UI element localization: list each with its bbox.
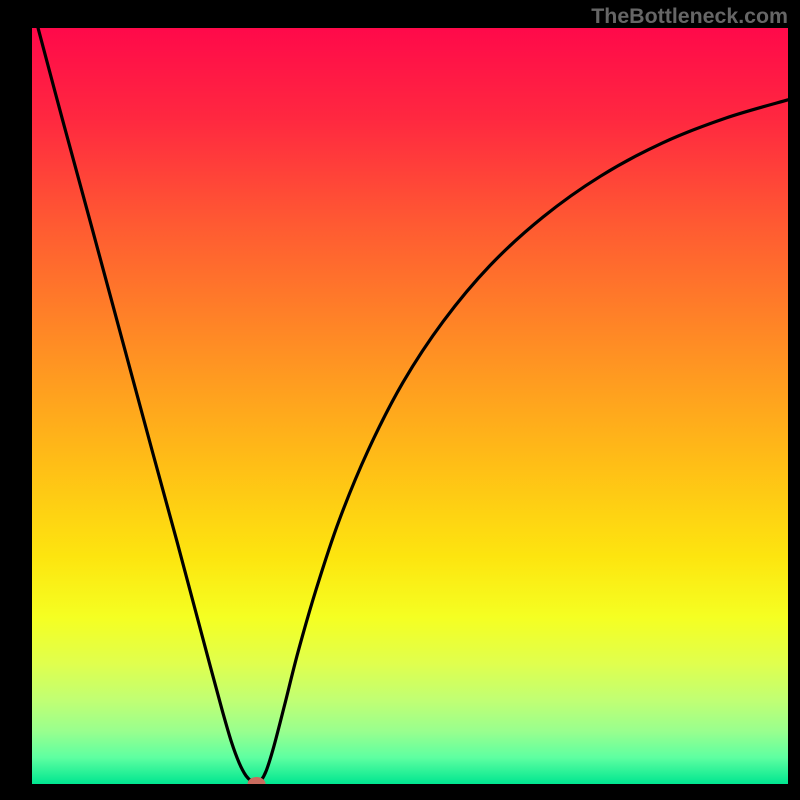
plot-area xyxy=(32,28,788,784)
outer-frame: TheBottleneck.com xyxy=(0,0,800,800)
bottleneck-curve xyxy=(38,28,788,784)
watermark-text: TheBottleneck.com xyxy=(591,4,788,29)
curve-svg xyxy=(32,28,788,784)
